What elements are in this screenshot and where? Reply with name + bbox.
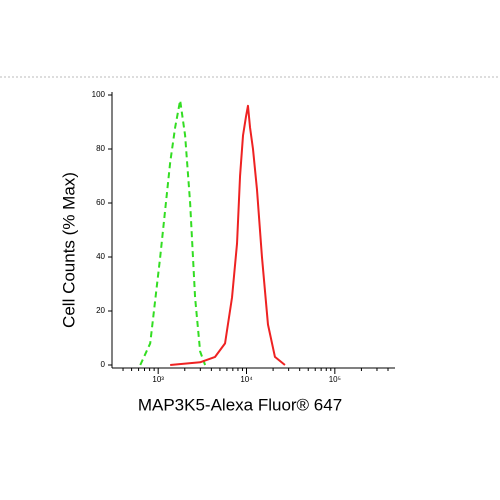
x-tick-label: 10⁵ xyxy=(329,375,341,384)
x-tick-label: 10⁴ xyxy=(240,375,253,384)
series-line xyxy=(170,104,286,366)
y-tick-label: 20 xyxy=(96,306,105,315)
y-axis-title: Cell Counts (% Max) xyxy=(59,172,78,328)
y-tick-label: 80 xyxy=(96,144,105,153)
y-tick-label: 40 xyxy=(96,252,105,261)
x-tick-label: 10³ xyxy=(152,375,164,384)
y-tick-label: 100 xyxy=(92,90,106,99)
y-tick-label: 0 xyxy=(101,360,106,369)
x-axis-title: MAP3K5-Alexa Fluor® 647 xyxy=(138,395,342,414)
series-line xyxy=(139,99,207,366)
y-tick-label: 60 xyxy=(96,198,105,207)
